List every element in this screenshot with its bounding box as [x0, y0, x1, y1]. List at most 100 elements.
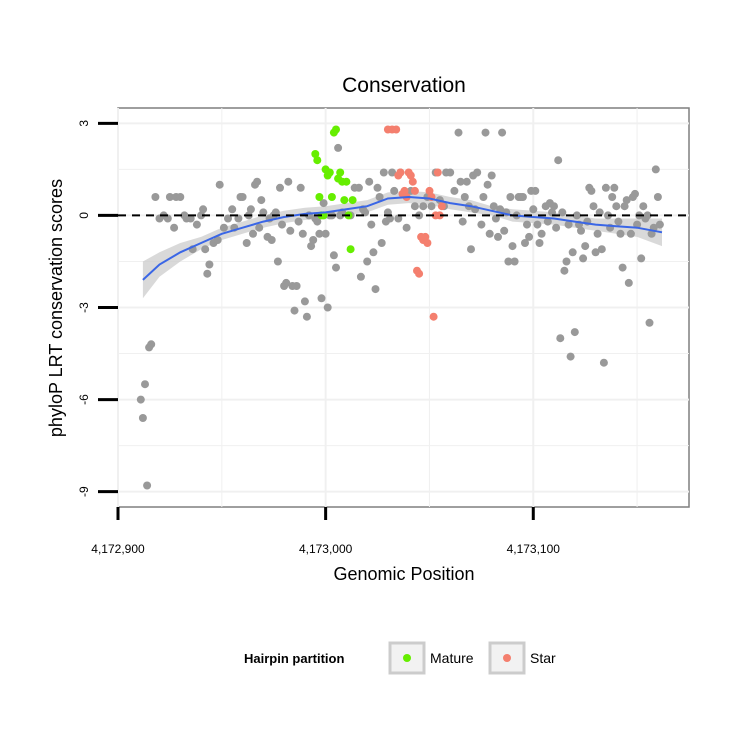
point-other	[458, 217, 467, 226]
point-other	[176, 193, 185, 201]
point-other	[498, 128, 507, 137]
point-other	[647, 229, 656, 238]
point-star	[421, 232, 430, 241]
point-other	[267, 236, 276, 244]
point-other	[481, 128, 490, 137]
point-other	[386, 214, 394, 223]
point-other	[246, 205, 255, 214]
point-other	[219, 223, 228, 232]
point-other	[302, 312, 311, 321]
point-other	[597, 245, 606, 254]
point-star	[400, 186, 409, 195]
point-other	[521, 239, 529, 247]
point-star	[408, 177, 417, 186]
point-other	[203, 269, 212, 278]
point-other	[608, 193, 617, 201]
point-other	[361, 208, 370, 217]
point-other	[473, 168, 482, 177]
point-other	[460, 193, 469, 201]
y-tick-label: 0	[77, 212, 91, 219]
point-other	[163, 214, 172, 223]
point-star	[392, 125, 401, 134]
point-other	[369, 248, 378, 257]
point-other	[568, 248, 577, 257]
point-other	[294, 217, 303, 226]
point-other	[579, 254, 588, 263]
point-other	[136, 395, 145, 404]
point-other	[622, 196, 631, 205]
y-tick-label: -9	[77, 486, 91, 497]
point-other	[491, 214, 500, 223]
x-tick-label: 4,173,100	[507, 542, 561, 556]
point-other	[620, 202, 629, 211]
point-other	[170, 223, 179, 232]
point-other	[186, 214, 195, 223]
point-other	[332, 263, 340, 272]
point-other	[593, 229, 602, 238]
point-other	[589, 202, 598, 211]
point-star	[437, 202, 446, 211]
point-other	[259, 208, 268, 217]
point-other	[587, 186, 596, 195]
point-other	[556, 334, 565, 343]
point-mature	[325, 168, 334, 177]
point-other	[257, 196, 266, 205]
point-other	[479, 193, 488, 201]
point-other	[645, 318, 654, 327]
y-tick-label: 3	[77, 120, 91, 127]
plot-area	[117, 107, 690, 508]
point-star	[435, 211, 444, 220]
point-other	[375, 193, 384, 201]
point-other	[612, 202, 621, 211]
x-axis-title: Genomic Position	[333, 564, 474, 584]
point-other	[467, 245, 475, 254]
point-other	[599, 358, 608, 367]
point-other	[354, 183, 363, 192]
point-other	[365, 177, 374, 186]
point-other	[296, 183, 305, 192]
legend-item-star: Star	[488, 641, 556, 675]
point-other	[307, 242, 316, 251]
point-mature	[336, 168, 345, 177]
point-other	[483, 180, 492, 189]
point-other	[313, 217, 322, 226]
point-other	[419, 202, 428, 211]
point-other	[616, 229, 625, 238]
point-other	[504, 257, 513, 266]
point-other	[506, 193, 515, 201]
point-other	[282, 278, 291, 287]
point-other	[572, 211, 581, 220]
point-other	[143, 481, 152, 490]
legend-star-dot	[503, 654, 511, 662]
point-other	[371, 285, 380, 294]
point-other	[601, 183, 610, 192]
chart-title: Conservation	[342, 74, 466, 97]
point-other	[141, 380, 149, 389]
point-other	[558, 208, 567, 217]
point-other	[581, 242, 590, 251]
point-other	[286, 226, 295, 235]
point-other	[651, 165, 660, 174]
point-other	[205, 260, 214, 269]
point-other	[533, 220, 542, 229]
point-other	[278, 220, 286, 229]
point-other	[334, 143, 343, 152]
point-other	[373, 183, 382, 192]
point-mature	[346, 245, 355, 254]
point-other	[637, 254, 646, 263]
point-other	[626, 229, 635, 238]
point-star	[425, 186, 434, 195]
x-tick-label: 4,172,900	[91, 542, 145, 556]
legend-title: Hairpin partition	[244, 651, 344, 666]
point-other	[290, 306, 299, 315]
y-axis-title: phyloP LRT conservation scores	[46, 179, 66, 437]
point-star	[415, 269, 424, 278]
point-other	[550, 202, 558, 211]
point-star	[429, 312, 438, 321]
point-other	[228, 205, 237, 214]
point-other	[255, 223, 264, 232]
point-other	[631, 189, 639, 198]
point-other	[560, 266, 569, 275]
point-other	[643, 211, 652, 220]
point-other	[564, 220, 573, 229]
